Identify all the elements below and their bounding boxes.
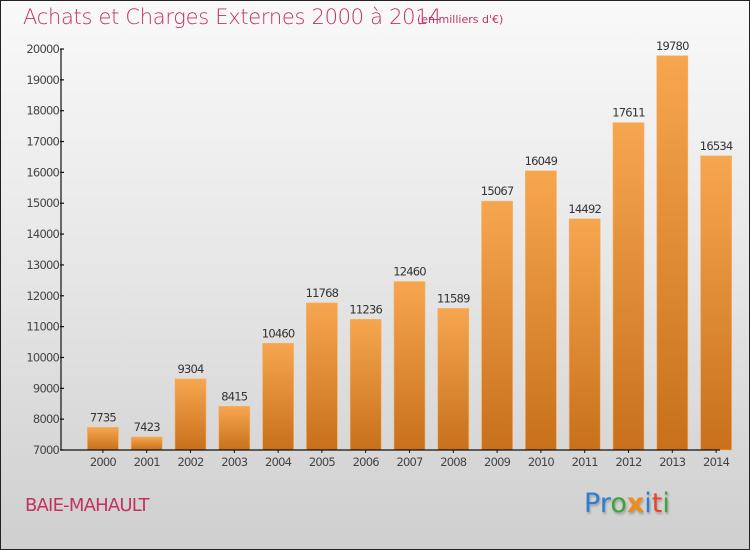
logo-letter: t [651, 488, 663, 519]
bar-2012 [612, 122, 645, 451]
x-tick-label: 2012 [615, 455, 642, 469]
x-tick-label: 2007 [396, 455, 423, 469]
logo-letter: x [626, 488, 645, 519]
chart-title: Achats et Charges Externes 2000 à 2014 [23, 5, 442, 29]
x-tick-label: 2010 [528, 455, 555, 469]
y-tick-label: 10000 [26, 350, 59, 364]
bar-2009 [481, 200, 513, 451]
bar-2010 [525, 170, 557, 451]
value-label: 14492 [568, 202, 601, 216]
x-tick-label: 2002 [177, 455, 204, 469]
bar-2006 [349, 319, 382, 451]
y-tick-label: 14000 [26, 227, 59, 241]
value-label: 8415 [221, 389, 248, 403]
x-tick-label: 2005 [309, 455, 336, 469]
bar-2008 [437, 308, 470, 451]
y-tick-label: 17000 [26, 135, 59, 149]
x-tick-label: 2000 [90, 455, 117, 469]
value-label: 17611 [612, 106, 645, 120]
x-tick-label: 2014 [703, 455, 730, 469]
bar-2002 [174, 378, 207, 451]
y-tick-label: 18000 [26, 104, 59, 118]
logo-letter: r [599, 488, 611, 519]
bar-2005 [306, 302, 338, 451]
y-tick-label: 7000 [33, 443, 60, 457]
chart-subtitle: (en milliers d'€) [417, 13, 504, 26]
logo-letter: i [644, 488, 652, 519]
bar-2004 [262, 342, 294, 451]
value-label: 16049 [525, 154, 558, 168]
y-tick-label: 12000 [26, 289, 59, 303]
bar-2011 [568, 218, 601, 451]
value-label: 11589 [437, 291, 470, 305]
x-tick-label: 2001 [134, 455, 161, 469]
value-label: 9304 [177, 362, 204, 376]
value-label: 16534 [700, 139, 733, 153]
bar-2000 [87, 427, 119, 451]
value-label: 15067 [481, 184, 514, 198]
y-tick-label: 19000 [26, 73, 59, 87]
bar-2007 [393, 281, 426, 451]
value-label: 7423 [134, 420, 161, 434]
bar-2013 [656, 55, 689, 451]
x-tick-label: 2003 [221, 455, 248, 469]
x-tick-label: 2008 [440, 455, 467, 469]
bar-2003 [218, 406, 251, 451]
y-tick-label: 13000 [26, 258, 59, 272]
y-tick-label: 11000 [26, 320, 59, 334]
value-label: 7735 [90, 410, 117, 424]
bar-2001 [130, 436, 163, 451]
proxiti-logo: Proxiti [584, 488, 670, 519]
x-tick-label: 2013 [659, 455, 686, 469]
y-tick-label: 16000 [26, 165, 59, 179]
y-tick-label: 20000 [26, 42, 59, 56]
logo-letter: P [584, 488, 600, 519]
x-tick-label: 2011 [572, 455, 599, 469]
x-tick-label: 2006 [353, 455, 380, 469]
y-tick-label: 8000 [33, 412, 60, 426]
x-tick-label: 2009 [484, 455, 511, 469]
x-tick-label: 2004 [265, 455, 292, 469]
y-tick-label: 15000 [26, 196, 59, 210]
value-label: 11236 [349, 302, 382, 316]
value-label: 11768 [306, 286, 339, 300]
bar-2014 [700, 155, 732, 451]
logo-letter: i [662, 488, 670, 519]
y-tick-label: 9000 [33, 381, 60, 395]
logo-letter: o [610, 488, 627, 519]
value-label: 12460 [393, 265, 426, 279]
value-label: 10460 [262, 326, 295, 340]
city-label: BAIE-MAHAULT [25, 495, 149, 516]
value-label: 19780 [656, 39, 689, 53]
